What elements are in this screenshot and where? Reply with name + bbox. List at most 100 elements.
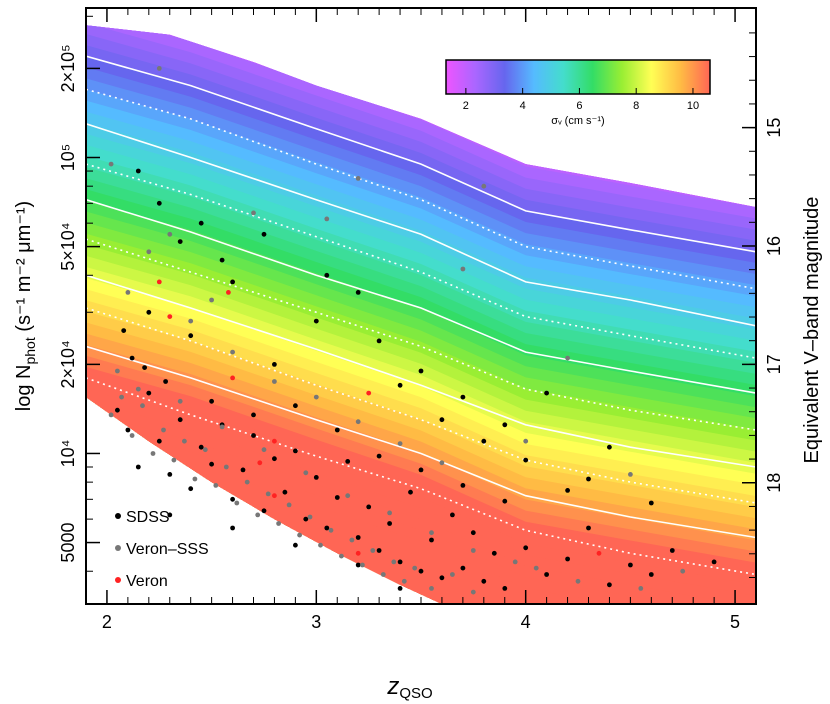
point-veron-sss: [313, 394, 319, 400]
point-veron-sss: [339, 553, 344, 559]
point-veron-sss: [680, 568, 686, 574]
point-veron: [355, 550, 361, 556]
point-veron-sss: [251, 210, 256, 216]
point-sdss: [209, 461, 215, 467]
point-sdss: [209, 398, 215, 404]
point-veron-sss: [391, 559, 397, 565]
point-veron-sss: [297, 532, 302, 538]
point-sdss: [628, 562, 633, 568]
colorbar-tick-label: 6: [576, 100, 582, 112]
point-sdss: [544, 390, 549, 396]
point-sdss: [502, 422, 508, 428]
point-veron: [230, 375, 236, 381]
y-axis-left: 5000 10⁴ 2×10⁴ 5×10⁴ 10⁵ 2×10⁵: [58, 15, 100, 572]
point-veron: [167, 314, 173, 319]
point-sdss: [397, 382, 403, 388]
point-sdss: [125, 427, 131, 433]
point-veron: [226, 290, 231, 295]
point-sdss: [324, 272, 330, 278]
point-veron-sss: [575, 578, 581, 584]
point-sdss: [418, 467, 424, 473]
point-sdss: [251, 433, 256, 438]
point-veron-sss: [182, 438, 187, 444]
point-sdss: [146, 309, 152, 315]
point-sdss: [544, 572, 549, 577]
point-veron-sss: [360, 562, 365, 568]
point-sdss: [129, 355, 135, 361]
point-sdss: [376, 453, 382, 459]
point-veron-sss: [286, 502, 292, 508]
point-sdss: [272, 362, 277, 367]
point-veron-sss: [192, 476, 198, 482]
contour-line: [86, 238, 756, 431]
x-tick-label: 5: [730, 612, 740, 632]
point-sdss: [334, 495, 340, 500]
point-veron-sss: [146, 249, 152, 255]
point-veron-sss: [628, 472, 633, 477]
point-veron-sss: [303, 470, 309, 476]
contour-line: [86, 163, 756, 359]
point-sdss: [261, 508, 267, 514]
y-axis-right: 15 16 17 18: [742, 32, 784, 578]
point-veron-sss: [223, 464, 229, 470]
point-sdss: [355, 535, 361, 540]
point-sdss: [481, 438, 487, 444]
point-sdss: [313, 475, 319, 480]
point-veron-sss: [108, 412, 114, 418]
point-veron-sss: [125, 290, 131, 295]
y-right-tick-label: 17: [764, 354, 784, 374]
point-veron-sss: [230, 349, 236, 355]
point-sdss: [418, 368, 424, 374]
point-sdss: [240, 467, 246, 473]
point-veron-sss: [213, 483, 219, 488]
point-sdss: [135, 168, 141, 174]
point-veron: [272, 493, 277, 499]
contour-line: [86, 345, 756, 539]
point-sdss: [198, 220, 204, 226]
point-veron-sss: [115, 368, 120, 374]
point-veron-sss: [244, 479, 250, 485]
point-sdss: [450, 512, 455, 518]
point-sdss: [648, 500, 654, 506]
legend-marker: [115, 577, 121, 583]
point-veron-sss: [533, 565, 539, 571]
x-tick-label: 2: [102, 612, 112, 632]
point-sdss: [156, 200, 162, 206]
point-sdss: [408, 489, 413, 495]
point-veron-sss: [276, 521, 281, 526]
point-sdss: [376, 548, 382, 553]
point-veron: [257, 460, 263, 466]
point-veron-sss: [460, 266, 466, 272]
y-right-tick-label: 15: [764, 118, 784, 138]
contour-line: [86, 123, 756, 327]
point-sdss: [293, 542, 298, 548]
point-veron-sss: [349, 537, 355, 543]
point-sdss: [324, 525, 330, 531]
point-veron-sss: [512, 559, 518, 565]
legend-label: SDSS: [126, 509, 170, 526]
point-veron-sss: [135, 386, 141, 392]
y-tick-label: 2×10⁴: [58, 340, 78, 388]
point-sdss: [586, 525, 591, 531]
point-veron-sss: [429, 530, 434, 536]
point-veron-sss: [412, 565, 418, 571]
point-veron-sss: [219, 424, 225, 430]
point-sdss: [502, 498, 508, 504]
point-sdss: [303, 516, 309, 522]
point-veron-sss: [481, 183, 487, 189]
point-veron: [156, 279, 162, 285]
x-tick-label: 4: [521, 612, 531, 632]
point-sdss: [481, 578, 487, 584]
point-sdss: [188, 333, 194, 339]
plot-area: [86, 8, 756, 604]
point-veron-sss: [265, 491, 271, 497]
colorbar-tick-label: 10: [687, 100, 699, 112]
colorbar-label: σᵥ (cm s⁻¹): [551, 115, 604, 127]
point-veron-sss: [328, 527, 334, 533]
point-sdss: [397, 586, 403, 591]
point-sdss: [565, 556, 570, 562]
contour-line: [86, 55, 756, 253]
point-sdss: [313, 318, 319, 324]
point-sdss: [146, 390, 152, 396]
